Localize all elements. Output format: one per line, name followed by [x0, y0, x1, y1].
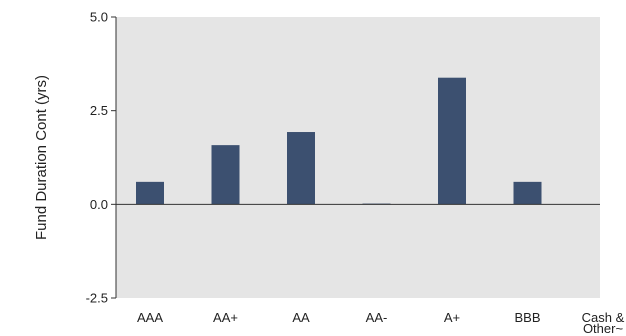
bar [513, 181, 542, 205]
y-tick-label: -2.5 [86, 291, 108, 306]
y-axis: 5.0 2.5 0.0 -2.5 [86, 10, 600, 306]
x-tick-label: Cash & Other~ [582, 310, 625, 336]
bar [211, 145, 240, 205]
y-axis-title: Fund Duration Cont (yrs) [33, 75, 50, 240]
bar [287, 132, 315, 205]
plot-area [116, 17, 600, 298]
y-tick-label: 2.5 [90, 103, 108, 118]
x-tick-label: AAA [137, 310, 163, 325]
y-tick-label: 5.0 [90, 10, 108, 25]
x-tick-label: AA+ [213, 310, 238, 325]
x-tick-label: AA [292, 310, 310, 325]
bar [438, 77, 466, 205]
x-tick-label: AA- [366, 310, 388, 325]
bar [136, 181, 164, 205]
x-axis: AAA AA+ AA AA- A+ BBB Cash & Other~ [137, 310, 625, 336]
x-tick-label: A+ [444, 310, 460, 325]
bars [136, 77, 542, 205]
x-tick-label: BBB [514, 310, 540, 325]
y-tick-label: 0.0 [90, 197, 108, 212]
